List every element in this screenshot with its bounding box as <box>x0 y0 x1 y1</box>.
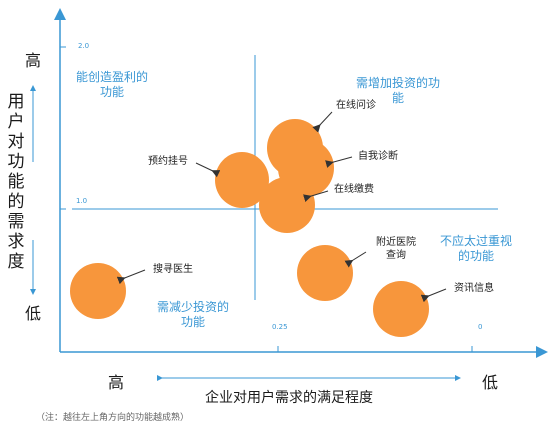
quadrant-bottom-left-line2: 功能 <box>180 315 205 329</box>
bubble-online-payment-leader <box>303 190 329 202</box>
bubble-appointment-leader <box>195 162 221 178</box>
bubble-label-online-payment-text: 在线缴费 <box>334 184 374 195</box>
quadrant-top-right-line1: 需增加投资的功 <box>355 76 440 90</box>
y-tick-mid: 1.0 <box>76 197 88 205</box>
bubble-label-appointment: 预约挂号 <box>142 155 194 168</box>
y-axis-title-char: 能 <box>7 172 25 192</box>
bubble-nearby-hospital-leader <box>344 251 367 268</box>
bubble-label-appointment-text: 预约挂号 <box>148 156 188 167</box>
y-tick-top: 2.0 <box>78 42 90 50</box>
bubble-label-nearby-hospital-line1: 附近医院 <box>376 237 416 248</box>
bubble-appointment <box>215 152 269 208</box>
y-axis-title-char: 需 <box>7 212 25 232</box>
x-low-label: 低 <box>482 373 499 392</box>
quadrant-top-right-line2: 能 <box>391 91 404 105</box>
bubble-label-find-doctor: 搜寻医生 <box>145 263 201 276</box>
bubble-label-self-diagnosis-text: 自我诊断 <box>358 151 398 162</box>
quadrant-bottom-left-line1: 需减少投资的 <box>156 300 229 314</box>
bubble-layer <box>70 119 429 337</box>
bubble-find-doctor-leader <box>116 269 146 285</box>
y-axis-title-char: 户 <box>7 112 25 132</box>
quadrant-top-right: 需增加投资的功 能 <box>350 76 446 106</box>
y-axis-title-char: 求 <box>7 232 25 252</box>
bubble-label-online-consult: 在线问诊 <box>330 99 382 112</box>
y-axis-title-char: 对 <box>7 132 25 152</box>
y-axis-title-char: 的 <box>7 192 25 212</box>
quadrant-bottom-right-line1: 不应太过重视 <box>439 234 512 248</box>
bubble-news <box>373 281 429 337</box>
quadrant-bottom-right-line2: 的功能 <box>457 249 494 263</box>
bubble-label-online-payment: 在线缴费 <box>328 183 380 196</box>
bubble-label-nearby-hospital: 附近医院 查询 <box>366 236 426 262</box>
bubble-nearby-hospital <box>297 245 353 301</box>
bubble-news-leader <box>420 288 447 303</box>
y-high-label: 高 <box>25 51 42 70</box>
bubble-label-online-consult-text: 在线问诊 <box>336 100 376 111</box>
quadrant-top-left-line2: 功能 <box>99 85 124 99</box>
y-low-label: 低 <box>25 304 42 323</box>
bubble-online-payment <box>259 177 315 233</box>
x-high-label: 高 <box>108 373 125 392</box>
x-tick-right: 0 <box>478 323 483 331</box>
footnote: （注：越往左上角方向的功能越成熟） <box>36 413 190 423</box>
bubble-label-find-doctor-text: 搜寻医生 <box>153 264 193 275</box>
bubble-label-news: 资讯信息 <box>446 282 502 295</box>
bubble-self-diagnosis-leader <box>325 156 353 168</box>
x-tick-mid: 0.25 <box>272 323 288 331</box>
quadrant-bottom-right: 不应太过重视 的功能 <box>434 234 518 264</box>
bubble-find-doctor <box>70 263 126 319</box>
leader-layer <box>116 111 447 303</box>
bubble-label-news-text: 资讯信息 <box>454 283 494 294</box>
quadrant-top-left: 能创造盈利的 功能 <box>72 70 152 100</box>
x-axis-title: 企业对用户需求的满足程度 <box>205 390 373 406</box>
quadrant-bottom-left: 需减少投资的 功能 <box>150 300 236 330</box>
y-axis-title: 用户对功能的需求度 <box>6 92 26 272</box>
bubble-label-self-diagnosis: 自我诊断 <box>352 150 404 163</box>
y-axis-title-char: 度 <box>7 252 25 272</box>
quadrant-top-left-line1: 能创造盈利的 <box>75 70 148 84</box>
y-axis-title-char: 功 <box>7 152 25 172</box>
bubble-online-consult-leader <box>312 111 333 133</box>
bubble-label-nearby-hospital-line2: 查询 <box>386 250 406 261</box>
y-axis-title-char: 用 <box>7 92 25 112</box>
